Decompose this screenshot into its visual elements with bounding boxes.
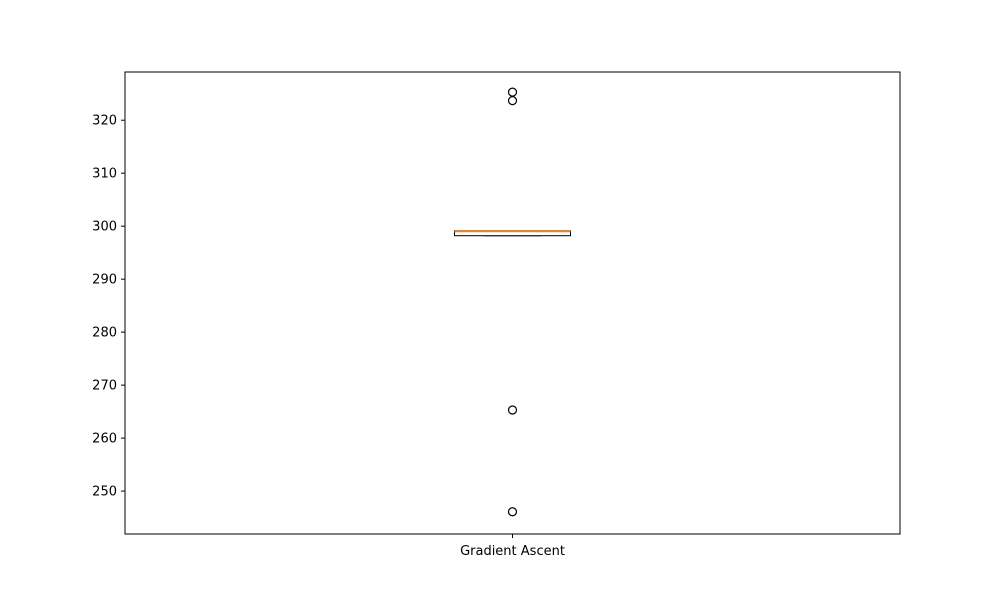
plot-background [125,72,900,534]
y-tick-label: 270 [92,379,117,394]
plot-marks [454,87,571,517]
x-axis: Gradient Ascent [460,534,565,559]
y-axis: 250 260 270 280 290 300 310 320 [92,114,125,500]
y-tick-label: 300 [92,220,117,235]
outlier-point [507,96,518,106]
y-tick-label: 290 [92,273,117,288]
y-tick-label: 310 [92,167,117,182]
outlier-point [507,405,518,415]
x-tick-label: Gradient Ascent [460,544,565,559]
y-tick-label: 320 [92,114,117,129]
y-tick-label: 260 [92,432,117,447]
y-tick-label: 250 [92,485,117,500]
outlier-point [507,507,518,517]
plot-frame [124,71,901,535]
y-tick-label: 280 [92,326,117,341]
